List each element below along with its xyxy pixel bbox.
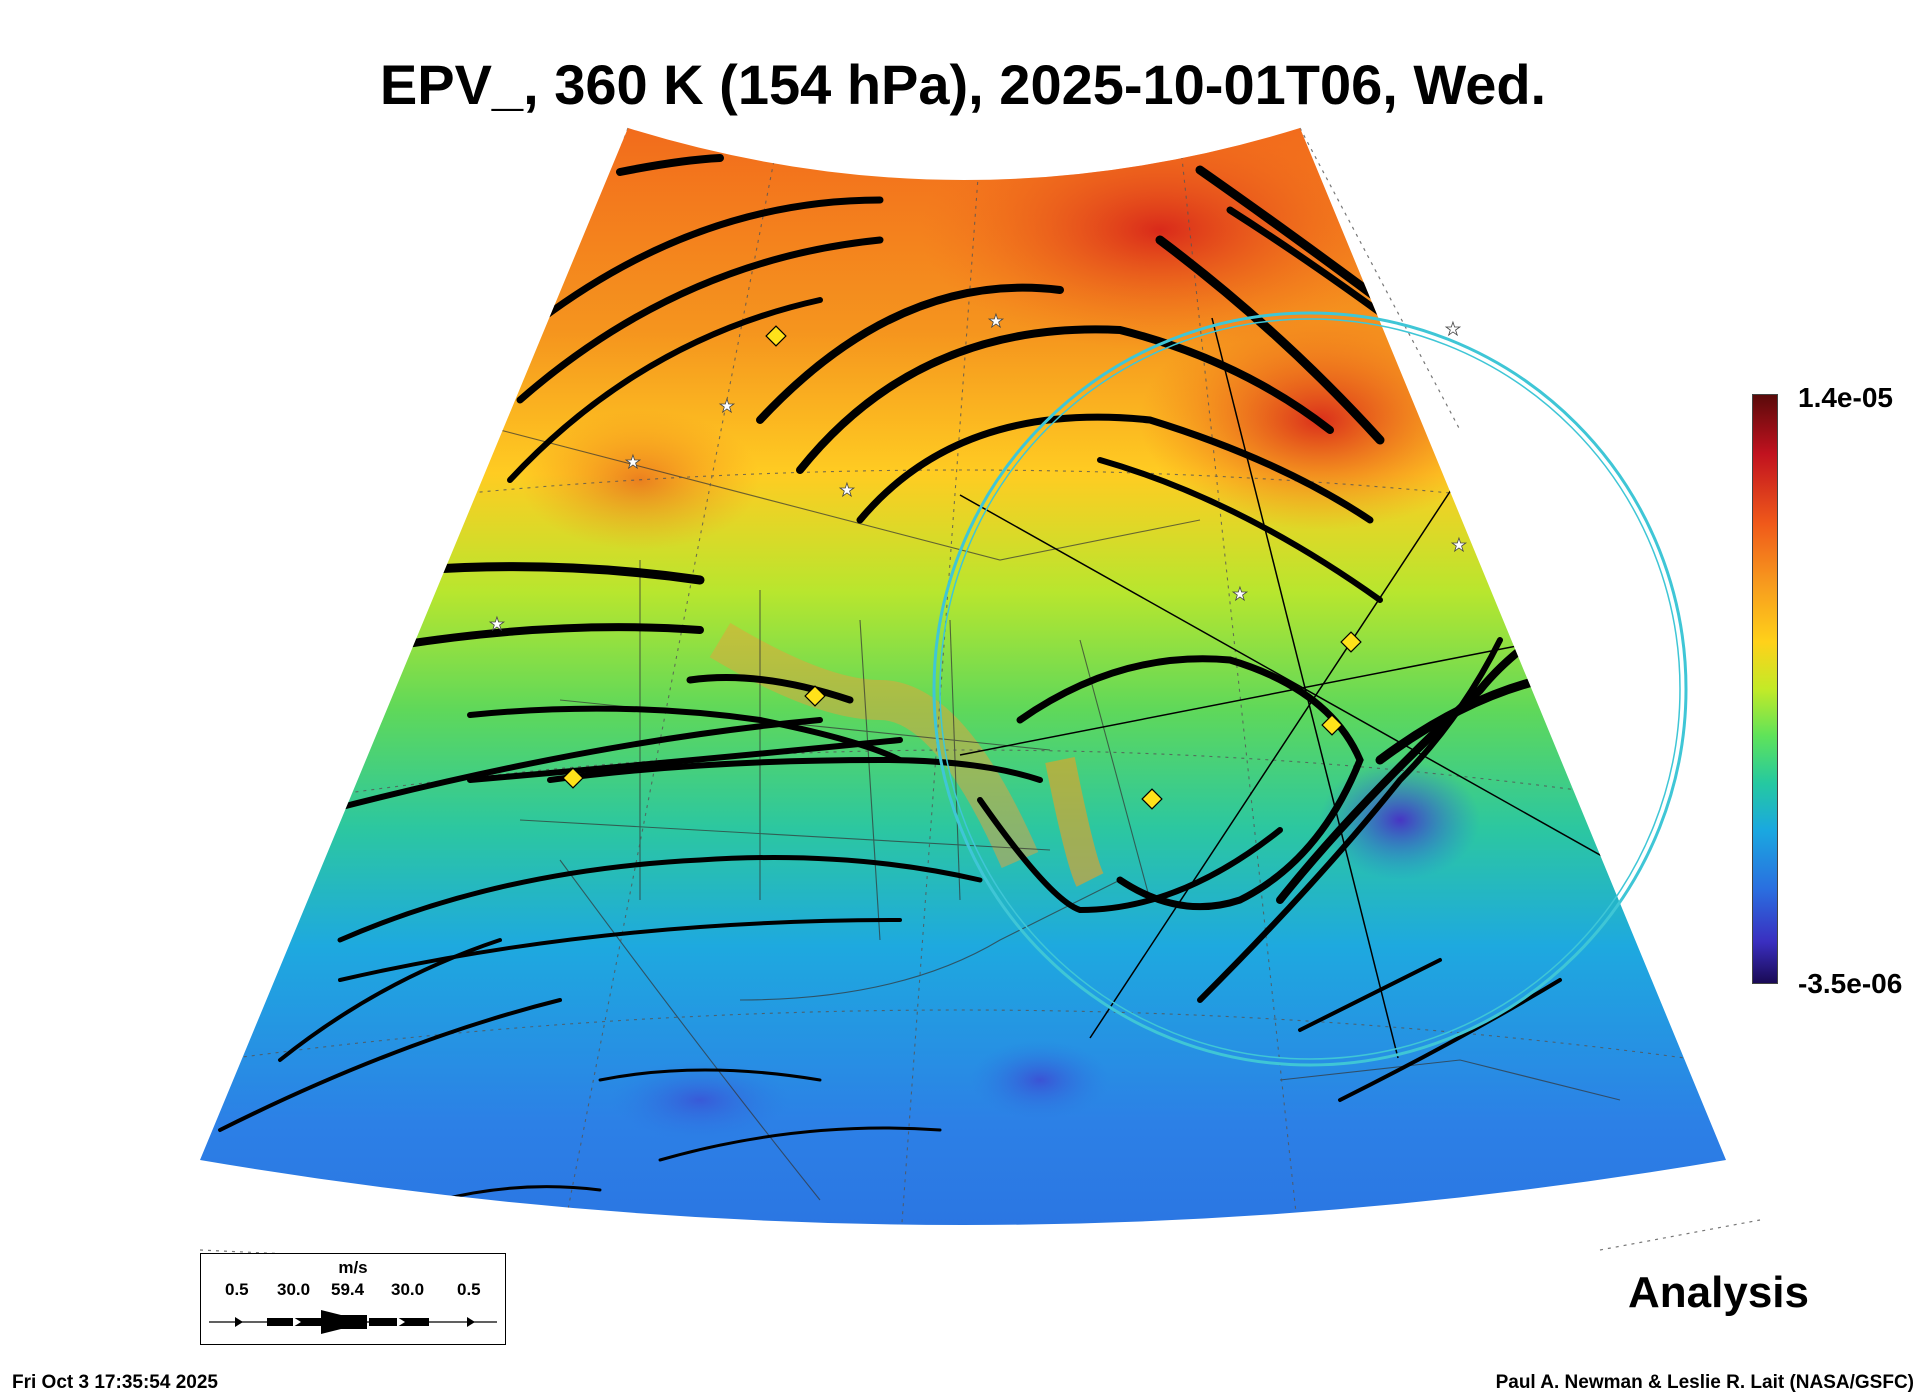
legend-units: m/s	[338, 1258, 368, 1277]
station-diamond	[1141, 788, 1163, 810]
graticule	[199, 127, 1761, 1261]
station-star: ★	[839, 480, 855, 501]
station-diamond	[804, 685, 826, 707]
legend-value: 30.0	[391, 1280, 425, 1299]
station-star: ★	[625, 452, 641, 473]
range-circle	[932, 311, 1688, 1067]
station-star: ★	[1445, 319, 1461, 340]
station-diamond	[1340, 631, 1362, 653]
station-star: ★	[988, 311, 1004, 332]
station-star: ★	[719, 396, 735, 417]
analysis-label: Analysis	[1628, 1268, 1809, 1317]
station-diamond	[765, 325, 787, 347]
legend-arrow-scale	[209, 1310, 497, 1334]
colorbar-min-label: -3.5e-06	[1798, 968, 1903, 999]
footer-credit: Paul A. Newman & Leslie R. Lait (NASA/GS…	[1495, 1372, 1914, 1393]
legend-value: 59.4	[331, 1280, 365, 1299]
coastlines	[499, 429, 1621, 1201]
streamlines	[218, 154, 1604, 1202]
station-star: ★	[1232, 584, 1248, 605]
colorbar	[1752, 394, 1778, 984]
colorbar-max-label: 1.4e-05	[1798, 382, 1893, 413]
epv-field	[200, 128, 1726, 1225]
footer-timestamp: Fri Oct 3 17:35:54 2025	[12, 1372, 218, 1393]
station-diamonds	[562, 325, 1362, 810]
station-star: ★	[489, 614, 505, 635]
station-stars: ★ ★ ★ ★ ★ ★ ★ ★	[489, 311, 1468, 636]
legend-value: 30.0	[277, 1280, 311, 1299]
station-star: ★	[1451, 535, 1467, 556]
legend-value: 0.5	[457, 1280, 481, 1299]
station-diamond	[562, 767, 584, 789]
legend-value: 0.5	[225, 1280, 249, 1299]
wind-speed-legend: m/s 0.5 30.0 59.4 30.0 0.5	[200, 1253, 506, 1345]
station-diamond	[1321, 714, 1343, 736]
map-title: EPV_, 360 K (154 hPa), 2025-10-01T06, We…	[379, 53, 1547, 116]
